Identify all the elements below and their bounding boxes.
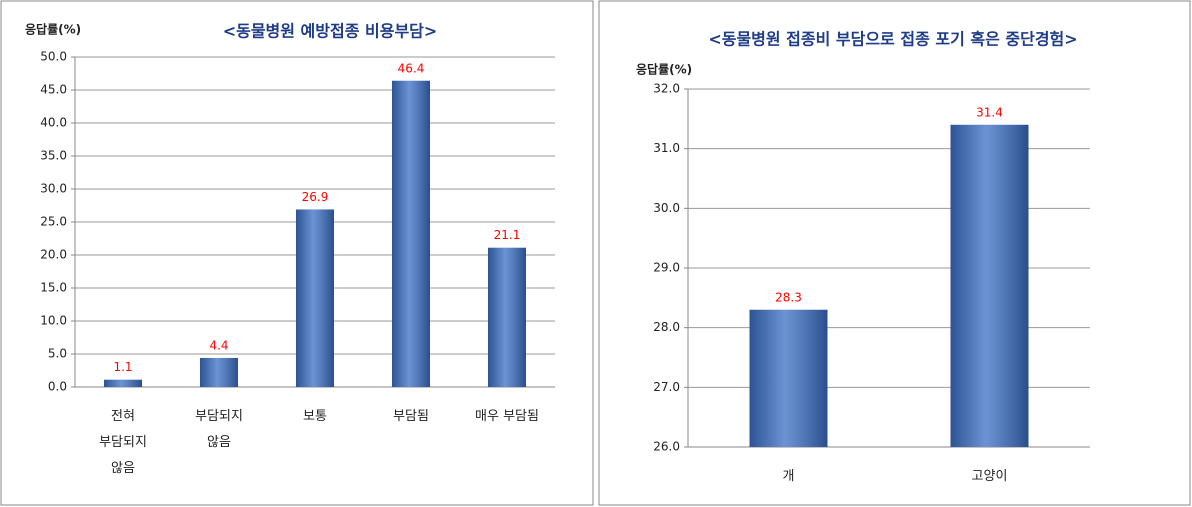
x-tick-label: 개	[782, 469, 795, 484]
data-label: 21.1	[494, 228, 521, 242]
data-label: 4.4	[209, 338, 228, 352]
y-tick-label: 10.0	[40, 314, 67, 328]
bar-shade	[296, 209, 334, 387]
y-tick-label: 20.0	[40, 248, 67, 262]
y-tick-label: 5.0	[48, 347, 67, 361]
x-tick-label: 보통	[303, 409, 327, 424]
y-tick-label: 32.0	[653, 82, 680, 96]
y-tick-label: 29.0	[653, 261, 680, 275]
data-label: 31.4	[976, 105, 1003, 119]
y-tick-label: 50.0	[40, 50, 67, 64]
y-tick-label: 35.0	[40, 149, 67, 163]
x-tick-label: 부담되지 않음	[195, 409, 243, 450]
panel-border	[0, 0, 594, 506]
y-tick-label: 27.0	[653, 380, 680, 394]
y-tick-label: 40.0	[40, 116, 67, 130]
y-tick-label: 45.0	[40, 83, 67, 97]
y-tick-label: 15.0	[40, 281, 67, 295]
chart-title: <동물병원 접종비 부담으로 접종 포기 혹은 중단경험>	[708, 30, 1077, 49]
y-tick-label: 31.0	[653, 141, 680, 155]
y-tick-label: 28.0	[653, 320, 680, 334]
y-tick-label: 30.0	[653, 201, 680, 215]
data-label: 1.1	[113, 360, 132, 374]
bar-shade	[749, 309, 828, 447]
data-label: 26.9	[302, 190, 329, 204]
x-tick-label: 매우 부담됨	[475, 409, 539, 424]
x-tick-label: 부담됨	[393, 409, 429, 424]
x-tick-label: 전혀 부담되지 않음	[99, 409, 147, 476]
y-axis-label: 응답률(%)	[25, 22, 81, 37]
bar-shade	[392, 80, 430, 387]
bar-shade	[104, 379, 142, 387]
bar-shade	[950, 124, 1029, 448]
bar-shade	[488, 247, 526, 387]
chart-title: <동물병원 예방접종 비용부담>	[223, 22, 438, 41]
data-label: 46.4	[398, 61, 425, 75]
y-tick-label: 0.0	[48, 380, 67, 394]
x-tick-label: 고양이	[971, 469, 1008, 484]
data-label: 28.3	[775, 290, 802, 304]
panel-border	[598, 0, 1191, 506]
y-tick-label: 26.0	[653, 440, 680, 454]
y-tick-label: 30.0	[40, 182, 67, 196]
y-axis-label: 응답률(%)	[636, 62, 692, 77]
y-tick-label: 25.0	[40, 215, 67, 229]
bar-shade	[200, 357, 238, 387]
